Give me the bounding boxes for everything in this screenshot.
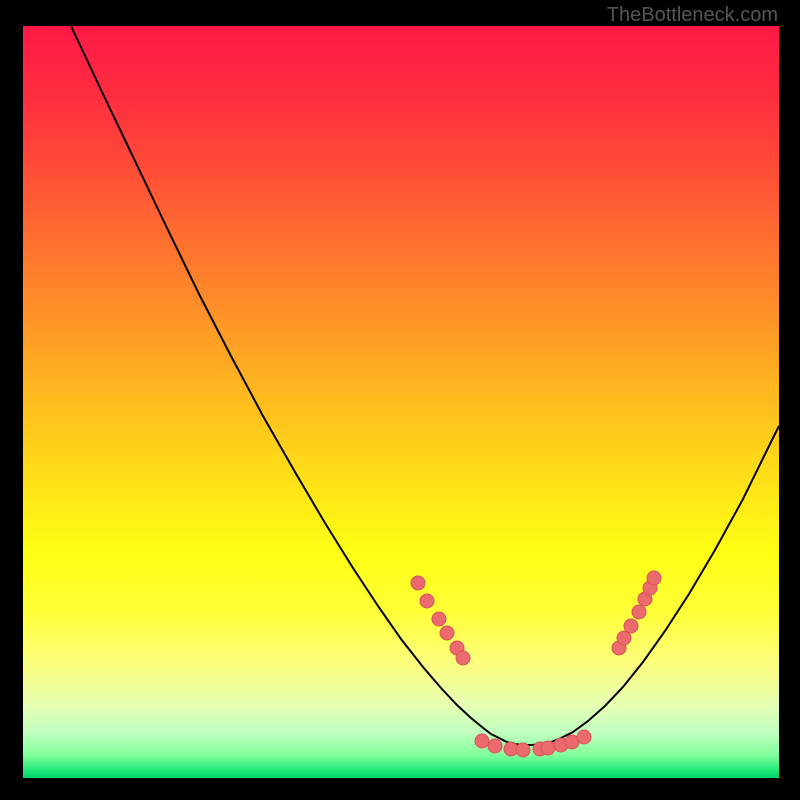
data-marker — [432, 612, 446, 626]
data-marker — [488, 739, 502, 753]
data-marker — [475, 734, 489, 748]
data-marker — [624, 619, 638, 633]
plot-area — [23, 26, 779, 778]
watermark-text: TheBottleneck.com — [607, 4, 778, 27]
data-marker — [411, 576, 425, 590]
data-marker — [577, 730, 591, 744]
data-marker — [647, 571, 661, 585]
data-marker — [420, 594, 434, 608]
data-marker — [456, 651, 470, 665]
data-marker — [632, 605, 646, 619]
data-marker — [541, 741, 555, 755]
data-marker — [440, 626, 454, 640]
chart-container: TheBottleneck.com — [0, 0, 800, 800]
data-marker — [516, 743, 530, 757]
data-markers — [23, 26, 779, 778]
